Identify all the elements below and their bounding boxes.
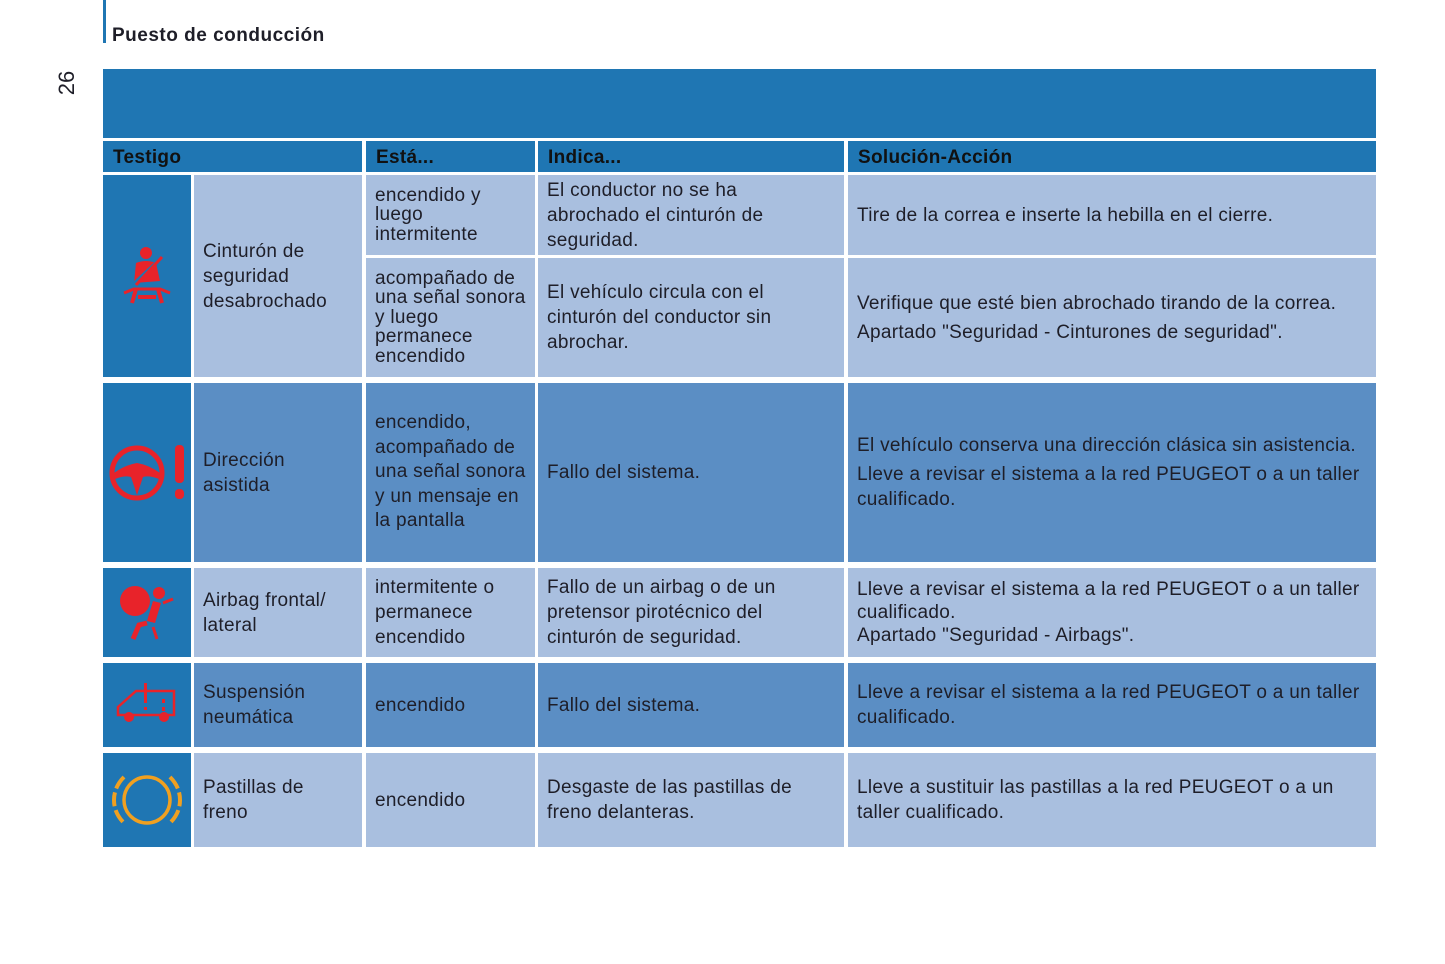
solucion-text: Apartado "Seguridad - Airbags".	[857, 625, 1135, 646]
solucion-text: Verifique que esté bien abrochado tirand…	[857, 292, 1337, 314]
header-indica: Indica...	[538, 141, 844, 172]
table-row-name: Airbag frontal/ lateral	[194, 568, 362, 657]
section-title: Puesto de conducción	[112, 25, 325, 46]
table-row-name: Pastillas de freno	[194, 753, 362, 847]
table-cell-solucion: Lleve a revisar el sistema a la red PEUG…	[848, 568, 1376, 657]
section-marker	[103, 0, 106, 43]
warning-name: Airbag frontal/ lateral	[203, 589, 326, 636]
table-cell-indica: Fallo del sistema.	[538, 383, 844, 562]
solucion-text: El vehículo conserva una dirección clási…	[857, 435, 1356, 456]
header-testigo: Testigo	[103, 141, 362, 172]
table-cell-esta: intermitente o permanece encendido	[366, 568, 535, 657]
solucion-text: Lleve a revisar el sistema a la red PEUG…	[857, 464, 1360, 510]
esta-text: encendido y luego intermitente	[375, 184, 481, 245]
table-cell-indica: Desgaste de las pastillas de freno delan…	[538, 753, 844, 847]
table-cell-esta: encendido	[366, 663, 535, 747]
warning-name: Dirección asistida	[203, 449, 285, 496]
esta-text: encendido	[375, 694, 466, 716]
table-row-icon	[103, 753, 191, 847]
table-cell-solucion: Tire de la correa e inserte la hebilla e…	[848, 175, 1376, 255]
solucion-text: Lleve a revisar el sistema a la red PEUG…	[857, 579, 1360, 623]
esta-text: intermitente o permanece encendido	[375, 577, 495, 648]
table-cell-solucion: Lleve a revisar el sistema a la red PEUG…	[848, 663, 1376, 747]
solucion-text: Tire de la correa e inserte la hebilla e…	[857, 204, 1274, 226]
table-cell-solucion: Lleve a sustituir las pastillas a la red…	[848, 753, 1376, 847]
table-row-icon	[103, 663, 191, 747]
page-number: 26	[54, 70, 79, 96]
table-cell-esta: encendido, acompañado de una señal sonor…	[366, 383, 535, 562]
table-cell-indica: El vehículo circula con el cinturón del …	[538, 258, 844, 377]
table-cell-esta: encendido y luego intermitente	[366, 175, 535, 255]
header-solucion: Solución-Acción	[848, 141, 1376, 172]
table-row-name: Dirección asistida	[194, 383, 362, 562]
table-cell-indica: Fallo del sistema.	[538, 663, 844, 747]
warning-name: Suspensión neumática	[203, 682, 306, 728]
solucion-text: Apartado "Seguridad - Cinturones de segu…	[857, 321, 1283, 343]
header-esta: Está...	[366, 141, 535, 172]
air-suspension-icon	[116, 683, 176, 722]
indica-text: El vehículo circula con el cinturón del …	[547, 282, 772, 353]
table-cell-esta: acompañado de una señal sonora y luego p…	[366, 258, 535, 377]
solucion-text: Lleve a sustituir las pastillas a la red…	[857, 777, 1334, 823]
table-cell-indica: Fallo de un airbag o de un pretensor pir…	[538, 568, 844, 657]
table-banner	[103, 69, 1376, 138]
table-cell-solucion: Verifique que esté bien abrochado tirand…	[848, 258, 1376, 377]
esta-text: encendido	[375, 789, 466, 811]
table-row-icon	[103, 175, 191, 377]
table-cell-esta: encendido	[366, 753, 535, 847]
indica-text: Desgaste de las pastillas de freno delan…	[547, 777, 792, 823]
esta-text: encendido, acompañado de una señal sonor…	[375, 412, 526, 532]
brake-pads-icon	[112, 775, 182, 825]
indica-text: El conductor no se ha abrochado el cintu…	[547, 179, 764, 251]
esta-text: acompañado de una señal sonora y luego p…	[375, 267, 526, 367]
table-row-icon	[103, 383, 191, 562]
table-row-icon	[103, 568, 191, 657]
warning-name: Pastillas de freno	[203, 777, 304, 823]
seatbelt-icon	[123, 247, 171, 304]
table-row-name: Cinturón de seguridad desabrochado	[194, 175, 362, 377]
table-row-name: Suspensión neumática	[194, 663, 362, 747]
power-steering-warning-icon	[109, 444, 184, 500]
indica-text: Fallo del sistema.	[547, 462, 701, 483]
warning-name: Cinturón de seguridad desabrochado	[203, 240, 328, 312]
indica-text: Fallo del sistema.	[547, 694, 701, 716]
solucion-text: Lleve a revisar el sistema a la red PEUG…	[857, 682, 1360, 728]
table-cell-indica: El conductor no se ha abrochado el cintu…	[538, 175, 844, 255]
indica-text: Fallo de un airbag o de un pretensor pir…	[547, 577, 776, 648]
airbag-icon	[120, 585, 174, 640]
table-cell-solucion: El vehículo conserva una dirección clási…	[848, 383, 1376, 562]
